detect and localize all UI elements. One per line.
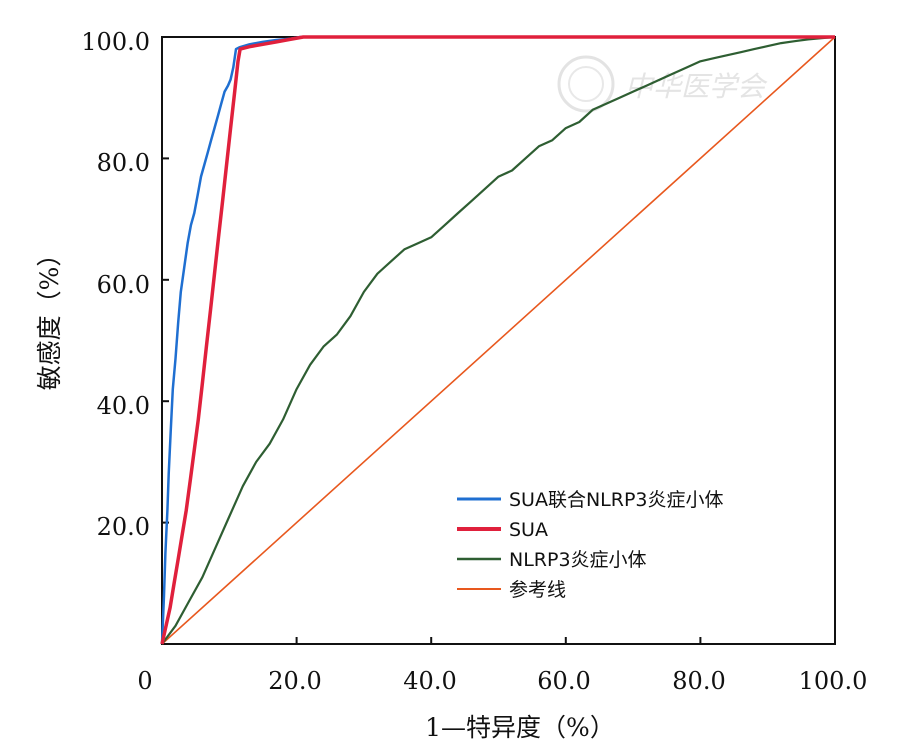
series-line-nlrp3 bbox=[161, 35, 836, 645]
series-line-sua bbox=[160, 35, 835, 645]
watermark: 中华医学会 bbox=[557, 55, 768, 113]
watermark-seal-icon bbox=[557, 55, 615, 113]
x-tick-label: 100.0 bbox=[799, 667, 868, 695]
series-line-reference bbox=[161, 36, 836, 645]
x-tick-label: 0 bbox=[137, 667, 152, 695]
y-axis-ticks: 20.0 40.0 60.0 80.0 100.0 bbox=[81, 28, 150, 541]
legend-label-nlrp3: NLRP3炎症小体 bbox=[509, 549, 647, 571]
series-line-sua-nlrp3 bbox=[160, 35, 835, 645]
y-tick-label: 100.0 bbox=[81, 28, 150, 56]
x-tick-label: 60.0 bbox=[537, 667, 590, 695]
y-tick-label: 60.0 bbox=[97, 271, 150, 299]
y-axis-title: 敏感度（%） bbox=[35, 242, 64, 391]
y-tick-label: 20.0 bbox=[97, 513, 150, 541]
legend-label-sua: SUA bbox=[509, 519, 548, 541]
x-tick-label: 20.0 bbox=[268, 667, 321, 695]
x-axis-ticks: 0 20.0 40.0 60.0 80.0 100.0 bbox=[137, 667, 867, 695]
series-layer bbox=[160, 35, 836, 645]
legend: SUA联合NLRP3炎症小体 SUA NLRP3炎症小体 参考线 bbox=[457, 489, 724, 601]
x-tick-label: 40.0 bbox=[403, 667, 456, 695]
watermark-text: 中华医学会 bbox=[625, 70, 768, 103]
legend-label-sua-nlrp3: SUA联合NLRP3炎症小体 bbox=[509, 489, 724, 511]
x-tick-label: 80.0 bbox=[672, 667, 725, 695]
y-tick-label: 40.0 bbox=[97, 392, 150, 420]
x-axis-title: 1—特异度（%） bbox=[425, 713, 615, 742]
legend-label-reference: 参考线 bbox=[509, 579, 566, 601]
y-tick-label: 80.0 bbox=[97, 149, 150, 177]
